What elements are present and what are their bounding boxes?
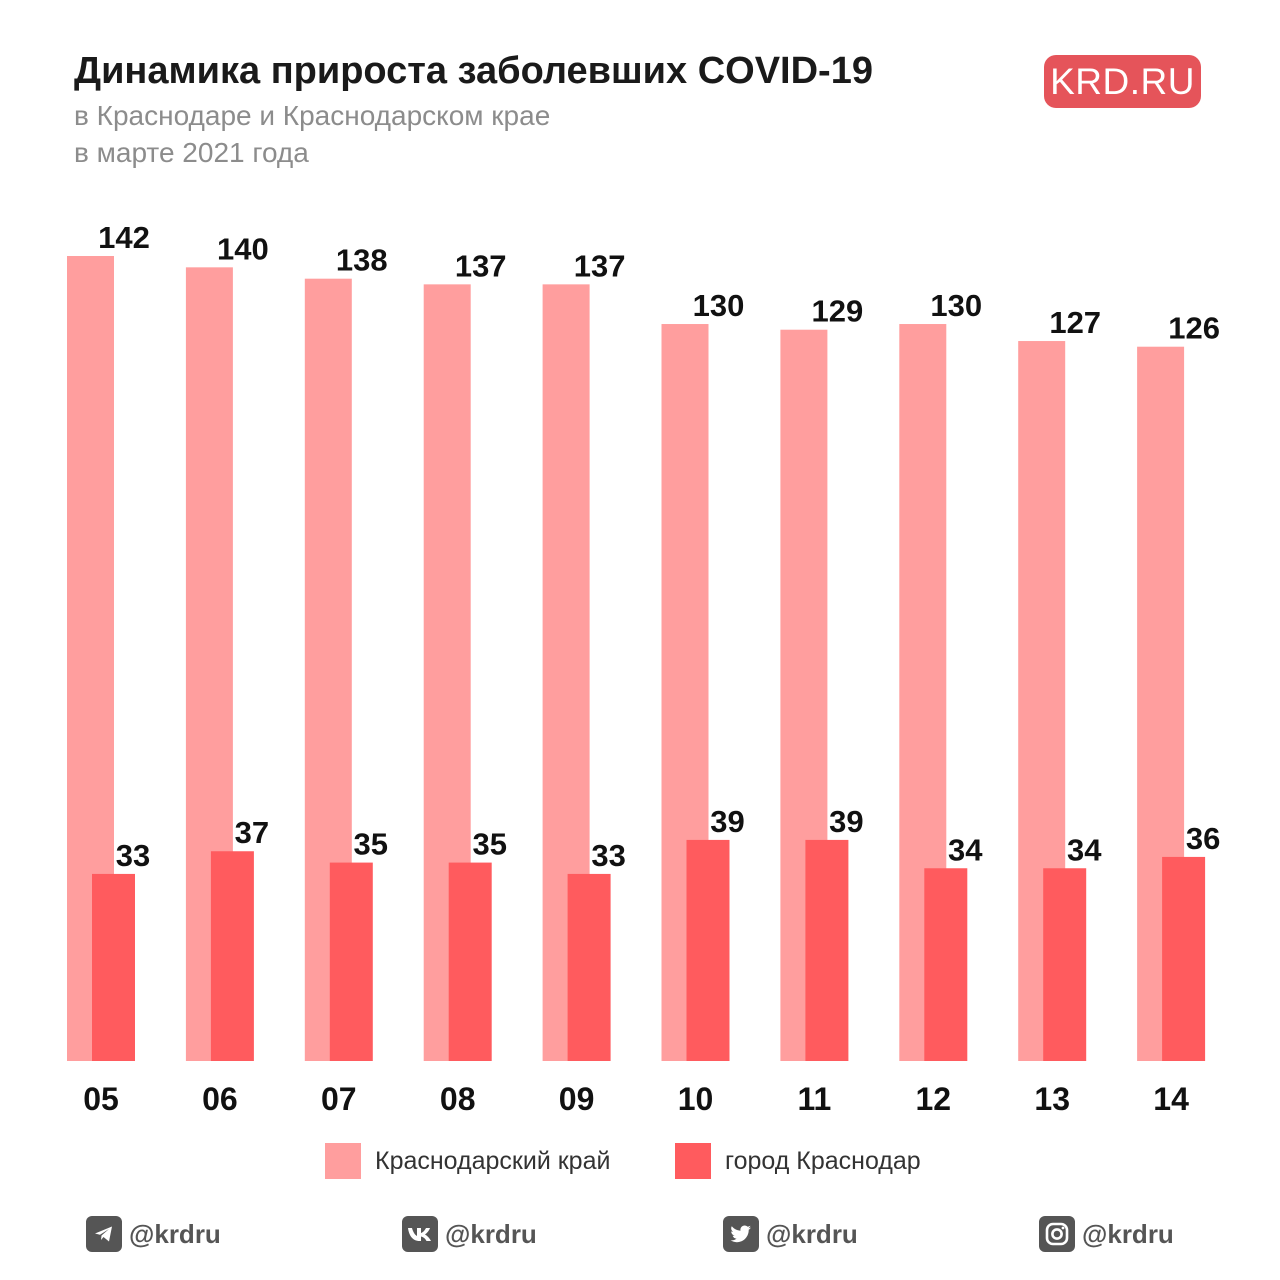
data-label-region-11: 129 bbox=[812, 294, 864, 329]
x-tick-label-14: 14 bbox=[1153, 1081, 1189, 1117]
data-label-city-09: 33 bbox=[591, 838, 625, 873]
bar-city-05 bbox=[92, 873, 135, 1061]
social-handle-instagram: @krdru bbox=[1082, 1218, 1174, 1249]
data-label-region-10: 130 bbox=[693, 288, 745, 323]
chart-title: Динамика прироста заболевших COVID-19 bbox=[74, 50, 873, 92]
data-label-region-13: 127 bbox=[1049, 305, 1101, 340]
x-tick-label-11: 11 bbox=[797, 1081, 831, 1117]
data-label-region-05: 142 bbox=[98, 220, 150, 255]
data-label-region-08: 137 bbox=[455, 248, 507, 283]
data-label-city-11: 39 bbox=[829, 804, 863, 839]
x-tick-label-06: 06 bbox=[202, 1081, 238, 1117]
data-label-city-07: 35 bbox=[354, 827, 388, 862]
social-handle-vk: @krdru bbox=[445, 1218, 537, 1249]
bar-city-14 bbox=[1162, 856, 1206, 1061]
legend-item-city: город Краснодар bbox=[675, 1143, 921, 1179]
bar-city-13 bbox=[1043, 868, 1087, 1061]
bar-city-10 bbox=[686, 839, 730, 1061]
data-label-region-14: 126 bbox=[1168, 311, 1220, 346]
data-label-region-06: 140 bbox=[217, 231, 269, 266]
krd-logo: KRD.RU bbox=[1044, 55, 1201, 108]
social-telegram[interactable]: @krdru bbox=[86, 1216, 221, 1252]
bar-chart: 142 33 05 140 37 06 138 35 07 137 35 08 137 33 09 130 39… bbox=[67, 220, 1220, 1117]
social-instagram[interactable]: @krdru bbox=[1039, 1216, 1174, 1252]
bar-city-08 bbox=[448, 862, 492, 1061]
x-tick-label-10: 10 bbox=[678, 1081, 714, 1117]
data-label-region-12: 130 bbox=[930, 288, 982, 323]
data-label-region-07: 138 bbox=[336, 243, 388, 278]
data-label-city-08: 35 bbox=[472, 827, 506, 862]
data-label-city-06: 37 bbox=[235, 815, 269, 850]
bar-city-06 bbox=[210, 851, 254, 1061]
vk-icon bbox=[402, 1216, 438, 1252]
legend-swatch-city bbox=[675, 1143, 711, 1179]
bar-city-09 bbox=[567, 873, 611, 1061]
social-twitter[interactable]: @krdru bbox=[723, 1216, 858, 1252]
x-tick-label-12: 12 bbox=[916, 1081, 952, 1117]
legend-label-region: Краснодарский край bbox=[375, 1146, 611, 1175]
data-label-region-09: 137 bbox=[574, 248, 626, 283]
social-handle-twitter: @krdru bbox=[766, 1218, 858, 1249]
bar-city-07 bbox=[329, 862, 373, 1061]
data-label-city-05: 33 bbox=[116, 838, 150, 873]
social-vk[interactable]: @krdru bbox=[402, 1216, 537, 1252]
x-tick-label-05: 05 bbox=[83, 1081, 119, 1117]
social-handle-telegram: @krdru bbox=[129, 1218, 221, 1249]
legend-label-city: город Краснодар bbox=[725, 1146, 921, 1175]
bar-city-11 bbox=[805, 839, 849, 1061]
legend-swatch-region bbox=[325, 1143, 361, 1179]
chart-subtitle-line1: в Краснодаре и Краснодарском крае bbox=[74, 100, 551, 131]
x-tick-label-07: 07 bbox=[321, 1081, 357, 1117]
logo-text: KRD.RU bbox=[1050, 60, 1195, 102]
twitter-icon bbox=[723, 1216, 759, 1252]
chart-legend: Краснодарский край город Краснодар bbox=[0, 1143, 1280, 1183]
x-tick-label-13: 13 bbox=[1034, 1081, 1070, 1117]
chart-subtitle-line2: в марте 2021 года bbox=[74, 137, 309, 168]
social-links: @krdru @krdru @krdru @krdru bbox=[0, 1216, 1280, 1256]
bar-city-12 bbox=[924, 868, 968, 1061]
x-tick-label-09: 09 bbox=[559, 1081, 595, 1117]
x-tick-label-08: 08 bbox=[440, 1081, 476, 1117]
telegram-icon bbox=[86, 1216, 122, 1252]
instagram-icon bbox=[1039, 1216, 1075, 1252]
data-label-city-12: 34 bbox=[948, 832, 983, 867]
data-label-city-10: 39 bbox=[710, 804, 744, 839]
legend-item-region: Краснодарский край bbox=[325, 1143, 610, 1179]
data-label-city-14: 36 bbox=[1186, 821, 1220, 856]
data-label-city-13: 34 bbox=[1067, 832, 1102, 867]
